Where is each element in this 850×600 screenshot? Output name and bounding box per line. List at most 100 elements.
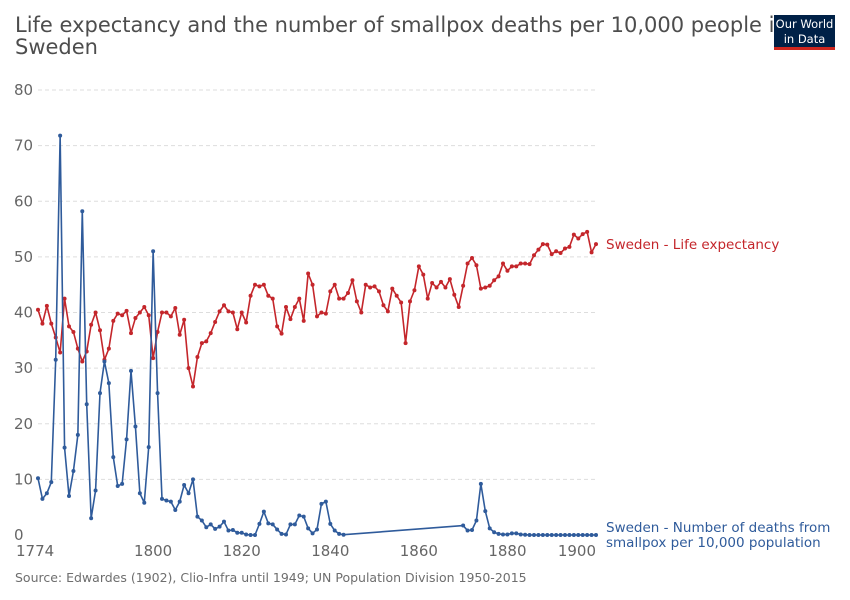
- data-point[interactable]: [470, 527, 474, 532]
- data-point[interactable]: [487, 283, 492, 288]
- data-point[interactable]: [44, 303, 49, 308]
- data-point[interactable]: [142, 500, 147, 505]
- data-point[interactable]: [244, 532, 249, 537]
- data-point[interactable]: [425, 296, 430, 301]
- data-point[interactable]: [532, 253, 536, 258]
- data-point[interactable]: [186, 491, 191, 496]
- data-point[interactable]: [235, 327, 240, 332]
- data-point[interactable]: [98, 391, 102, 396]
- data-point[interactable]: [191, 477, 195, 482]
- data-point[interactable]: [483, 285, 488, 290]
- data-point[interactable]: [222, 519, 226, 524]
- data-point[interactable]: [182, 317, 187, 322]
- data-point[interactable]: [133, 316, 138, 321]
- data-point[interactable]: [368, 285, 373, 290]
- data-point[interactable]: [257, 284, 262, 289]
- data-point[interactable]: [545, 242, 550, 247]
- data-point[interactable]: [89, 322, 94, 327]
- data-point[interactable]: [461, 283, 466, 288]
- data-point[interactable]: [297, 296, 302, 301]
- data-point[interactable]: [509, 264, 514, 269]
- data-point[interactable]: [146, 313, 151, 318]
- data-point[interactable]: [346, 291, 350, 296]
- data-point[interactable]: [337, 296, 342, 301]
- data-point[interactable]: [230, 527, 235, 532]
- data-point[interactable]: [323, 499, 328, 504]
- data-point[interactable]: [478, 286, 483, 291]
- data-point[interactable]: [288, 522, 293, 527]
- data-point[interactable]: [93, 488, 98, 493]
- data-point[interactable]: [244, 320, 249, 325]
- data-point[interactable]: [306, 271, 311, 276]
- data-point[interactable]: [270, 296, 275, 301]
- data-point[interactable]: [53, 357, 58, 362]
- data-point[interactable]: [62, 445, 67, 450]
- data-point[interactable]: [36, 307, 40, 312]
- data-point[interactable]: [44, 491, 49, 496]
- data-point[interactable]: [470, 255, 474, 260]
- data-point[interactable]: [213, 319, 218, 324]
- data-point[interactable]: [505, 268, 510, 273]
- data-point[interactable]: [177, 499, 182, 504]
- data-point[interactable]: [137, 310, 142, 315]
- data-point[interactable]: [514, 264, 519, 269]
- data-point[interactable]: [124, 437, 129, 442]
- data-point[interactable]: [354, 299, 359, 304]
- data-point[interactable]: [222, 303, 226, 308]
- data-point[interactable]: [124, 308, 129, 313]
- data-point[interactable]: [501, 532, 505, 537]
- data-point[interactable]: [332, 282, 337, 287]
- data-point[interactable]: [341, 296, 346, 301]
- data-point[interactable]: [137, 491, 142, 496]
- data-point[interactable]: [465, 528, 470, 533]
- data-point[interactable]: [452, 292, 457, 297]
- data-point[interactable]: [350, 278, 355, 283]
- data-point[interactable]: [160, 496, 164, 501]
- data-point[interactable]: [337, 531, 342, 536]
- data-point[interactable]: [146, 445, 151, 450]
- data-point[interactable]: [549, 533, 554, 537]
- data-point[interactable]: [49, 321, 54, 326]
- data-point[interactable]: [106, 381, 111, 386]
- data-point[interactable]: [164, 498, 169, 503]
- data-point[interactable]: [509, 531, 514, 536]
- data-point[interactable]: [585, 229, 590, 234]
- data-point[interactable]: [67, 324, 71, 329]
- data-point[interactable]: [173, 306, 178, 311]
- data-point[interactable]: [71, 329, 76, 334]
- data-point[interactable]: [164, 310, 169, 315]
- data-point[interactable]: [372, 284, 377, 289]
- data-point[interactable]: [195, 514, 200, 519]
- data-point[interactable]: [310, 282, 315, 287]
- data-point[interactable]: [540, 242, 545, 247]
- data-point[interactable]: [434, 285, 439, 290]
- data-point[interactable]: [536, 533, 541, 537]
- data-point[interactable]: [151, 356, 156, 361]
- data-point[interactable]: [67, 494, 71, 499]
- data-point[interactable]: [399, 300, 404, 305]
- data-point[interactable]: [257, 521, 262, 526]
- data-point[interactable]: [563, 246, 567, 251]
- data-point[interactable]: [275, 324, 280, 329]
- data-point[interactable]: [518, 532, 523, 537]
- data-point[interactable]: [301, 318, 306, 323]
- data-point[interactable]: [421, 272, 426, 277]
- data-point[interactable]: [589, 533, 594, 537]
- data-point[interactable]: [217, 524, 222, 529]
- data-point[interactable]: [58, 350, 63, 355]
- data-point[interactable]: [182, 482, 187, 487]
- data-point[interactable]: [93, 310, 98, 315]
- data-point[interactable]: [89, 516, 94, 521]
- data-point[interactable]: [261, 282, 266, 287]
- data-point[interactable]: [270, 522, 275, 527]
- data-point[interactable]: [186, 366, 191, 371]
- data-point[interactable]: [332, 528, 337, 533]
- data-point[interactable]: [310, 531, 315, 536]
- data-point[interactable]: [36, 476, 40, 481]
- data-point[interactable]: [177, 332, 182, 337]
- data-point[interactable]: [195, 355, 200, 359]
- data-point[interactable]: [235, 530, 240, 535]
- data-point[interactable]: [478, 481, 483, 486]
- data-point[interactable]: [279, 331, 284, 336]
- data-point[interactable]: [297, 513, 302, 518]
